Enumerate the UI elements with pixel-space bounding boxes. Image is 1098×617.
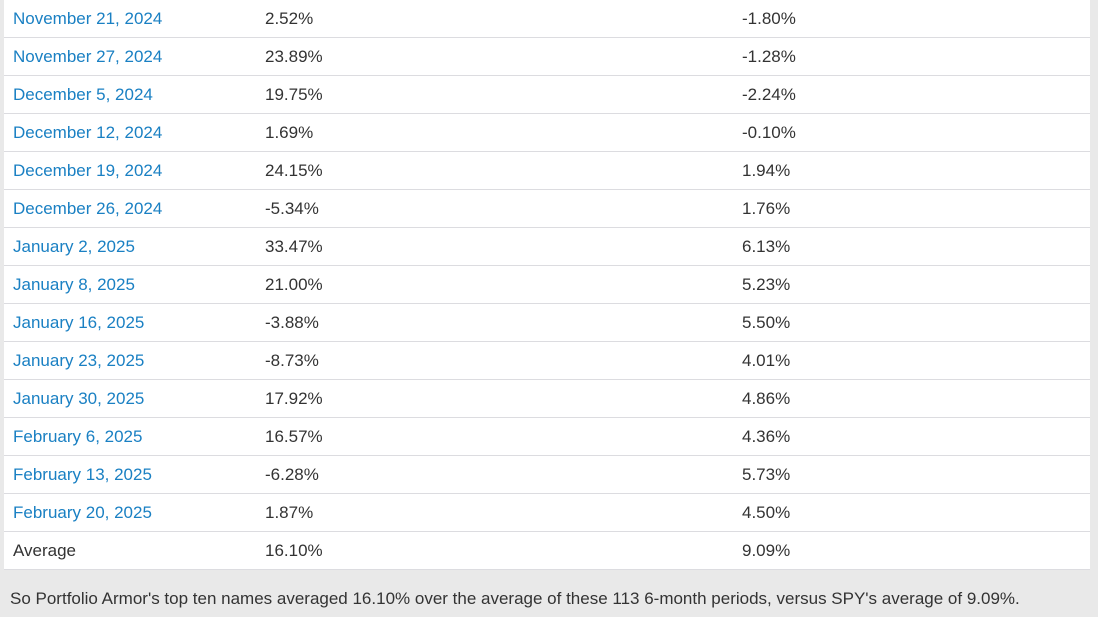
table-row: January 23, 2025 -8.73% 4.01% — [4, 341, 1090, 380]
date-link[interactable]: January 23, 2025 — [13, 351, 145, 370]
date-link[interactable]: February 20, 2025 — [13, 503, 152, 522]
top-ten-return-cell: -8.73% — [256, 341, 733, 380]
table-row: November 21, 2024 2.52% -1.80% — [4, 0, 1090, 38]
date-link[interactable]: November 21, 2024 — [13, 9, 163, 28]
date-cell: December 12, 2024 — [4, 113, 256, 152]
spy-return-cell: 5.73% — [733, 455, 1090, 494]
date-cell: December 5, 2024 — [4, 75, 256, 114]
table-row: December 19, 2024 24.15% 1.94% — [4, 151, 1090, 190]
returns-table: November 21, 2024 2.52% -1.80% November … — [4, 0, 1090, 570]
date-cell: January 8, 2025 — [4, 265, 256, 304]
spy-return-cell: -1.28% — [733, 37, 1090, 76]
spy-return-cell: -0.10% — [733, 113, 1090, 152]
date-cell: December 26, 2024 — [4, 189, 256, 228]
spy-return-cell: 5.50% — [733, 303, 1090, 342]
date-link[interactable]: January 2, 2025 — [13, 237, 135, 256]
date-link[interactable]: February 13, 2025 — [13, 465, 152, 484]
date-link[interactable]: January 8, 2025 — [13, 275, 135, 294]
table-row: January 16, 2025 -3.88% 5.50% — [4, 303, 1090, 342]
date-link[interactable]: December 19, 2024 — [13, 161, 163, 180]
top-ten-return-cell: 21.00% — [256, 265, 733, 304]
spy-return-cell: -1.80% — [733, 0, 1090, 38]
table-row: December 26, 2024 -5.34% 1.76% — [4, 189, 1090, 228]
date-link[interactable]: January 16, 2025 — [13, 313, 145, 332]
table-row: December 12, 2024 1.69% -0.10% — [4, 113, 1090, 152]
spy-return-cell: 4.50% — [733, 493, 1090, 532]
spy-return-cell: 4.36% — [733, 417, 1090, 456]
date-cell: Average — [4, 531, 256, 570]
spy-return-cell: 1.94% — [733, 151, 1090, 190]
top-ten-return-cell: 16.57% — [256, 417, 733, 456]
table-row: November 27, 2024 23.89% -1.28% — [4, 37, 1090, 76]
table-row: January 8, 2025 21.00% 5.23% — [4, 265, 1090, 304]
date-link[interactable]: December 12, 2024 — [13, 123, 163, 142]
date-cell: November 21, 2024 — [4, 0, 256, 38]
average-label: Average — [13, 541, 77, 560]
table-row: February 20, 2025 1.87% 4.50% — [4, 493, 1090, 532]
table-row: February 13, 2025 -6.28% 5.73% — [4, 455, 1090, 494]
date-link[interactable]: January 30, 2025 — [13, 389, 145, 408]
spy-return-cell: 1.76% — [733, 189, 1090, 228]
top-ten-return-cell: 1.87% — [256, 493, 733, 532]
table-row: January 2, 2025 33.47% 6.13% — [4, 227, 1090, 266]
top-ten-return-cell: -5.34% — [256, 189, 733, 228]
date-cell: November 27, 2024 — [4, 37, 256, 76]
top-ten-return-cell: 16.10% — [256, 531, 733, 570]
spy-return-cell: 5.23% — [733, 265, 1090, 304]
top-ten-return-cell: 1.69% — [256, 113, 733, 152]
spy-return-cell: 4.01% — [733, 341, 1090, 380]
top-ten-return-cell: 17.92% — [256, 379, 733, 418]
date-cell: January 2, 2025 — [4, 227, 256, 266]
spy-return-cell: 9.09% — [733, 531, 1090, 570]
top-ten-return-cell: 23.89% — [256, 37, 733, 76]
date-link[interactable]: November 27, 2024 — [13, 47, 163, 66]
top-ten-return-cell: -6.28% — [256, 455, 733, 494]
date-cell: February 6, 2025 — [4, 417, 256, 456]
table-row: December 5, 2024 19.75% -2.24% — [4, 75, 1090, 114]
top-ten-return-cell: 19.75% — [256, 75, 733, 114]
page-content: November 21, 2024 2.52% -1.80% November … — [4, 0, 1090, 617]
spy-return-cell: 4.86% — [733, 379, 1090, 418]
date-cell: January 16, 2025 — [4, 303, 256, 342]
date-link[interactable]: December 26, 2024 — [13, 199, 163, 218]
date-link[interactable]: December 5, 2024 — [13, 85, 153, 104]
top-ten-return-cell: -3.88% — [256, 303, 733, 342]
date-cell: January 30, 2025 — [4, 379, 256, 418]
returns-table-body: November 21, 2024 2.52% -1.80% November … — [4, 0, 1090, 570]
top-ten-return-cell: 33.47% — [256, 227, 733, 266]
spy-return-cell: -2.24% — [733, 75, 1090, 114]
top-ten-return-cell: 2.52% — [256, 0, 733, 38]
date-cell: January 23, 2025 — [4, 341, 256, 380]
summary-text: So Portfolio Armor's top ten names avera… — [10, 589, 1020, 608]
table-row: Average 16.10% 9.09% — [4, 531, 1090, 570]
date-cell: February 20, 2025 — [4, 493, 256, 532]
spy-return-cell: 6.13% — [733, 227, 1090, 266]
top-ten-return-cell: 24.15% — [256, 151, 733, 190]
date-cell: February 13, 2025 — [4, 455, 256, 494]
date-link[interactable]: February 6, 2025 — [13, 427, 143, 446]
date-cell: December 19, 2024 — [4, 151, 256, 190]
table-row: February 6, 2025 16.57% 4.36% — [4, 417, 1090, 456]
table-row: January 30, 2025 17.92% 4.86% — [4, 379, 1090, 418]
